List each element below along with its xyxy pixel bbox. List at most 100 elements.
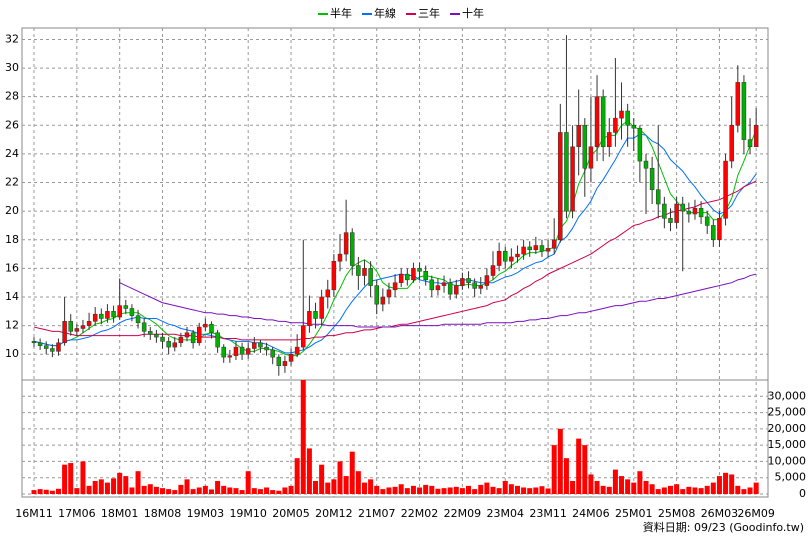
- candle-body: [582, 125, 588, 169]
- volume-bar: [368, 479, 374, 494]
- volume-bar: [661, 487, 667, 494]
- x-tick-label: 20M12: [315, 507, 353, 520]
- candle-body: [343, 232, 349, 255]
- footer: 資料日期: 09/23 (Goodinfo.tw): [643, 520, 804, 534]
- candle-body: [227, 355, 233, 358]
- candle-body: [423, 271, 428, 281]
- volume-bar: [459, 488, 465, 494]
- y-tick-label: 10,000: [768, 454, 807, 467]
- volume-bar: [551, 445, 557, 494]
- x-tick-label: 19M03: [187, 507, 225, 520]
- candle-body: [154, 333, 159, 338]
- candle-body: [56, 342, 61, 352]
- candle-body: [570, 146, 575, 212]
- candle-body: [178, 336, 184, 344]
- volume-bar: [704, 485, 710, 494]
- candle-body: [668, 218, 673, 223]
- candle-body: [239, 346, 245, 355]
- y-tick-label: 16: [5, 261, 19, 274]
- candle-body: [356, 265, 361, 276]
- volume-bar: [313, 480, 319, 494]
- volume-bar: [43, 489, 49, 494]
- candle-body: [631, 125, 637, 129]
- candle-body: [545, 248, 551, 252]
- volume-bar: [557, 428, 563, 494]
- candle-body: [203, 323, 208, 328]
- x-tick-label: 25M01: [615, 507, 653, 520]
- volume-bar: [294, 458, 300, 494]
- volume-bar: [570, 480, 576, 494]
- candle-body: [662, 203, 667, 219]
- volume-bar: [496, 488, 502, 494]
- x-tick-label: 24M06: [572, 507, 610, 520]
- candle-body: [135, 315, 141, 324]
- volume-bar: [86, 485, 92, 494]
- y-tick-label: 25,000: [768, 406, 807, 419]
- candle-body: [405, 273, 410, 281]
- y-tick-label: 18: [5, 233, 19, 246]
- volume-bar: [343, 476, 349, 494]
- y-tick-label: 26: [5, 118, 19, 131]
- candle-body: [92, 313, 98, 322]
- x-tick-label: 22M09: [444, 507, 482, 520]
- volume-bar: [349, 451, 355, 494]
- candle-body: [160, 336, 165, 342]
- volume-bar: [453, 486, 459, 494]
- candle-body: [288, 353, 294, 362]
- candle-body: [441, 282, 447, 286]
- candle-body: [349, 232, 355, 266]
- volume-bar: [723, 472, 729, 494]
- candle-body: [74, 328, 80, 332]
- y-tick-label: 15,000: [768, 438, 807, 451]
- candle-body: [454, 285, 459, 295]
- candle-body: [478, 285, 484, 289]
- volume-bar: [288, 485, 294, 494]
- volume-bar: [631, 482, 637, 494]
- volume-bar: [68, 463, 74, 494]
- y-tick-label: 32: [5, 32, 19, 45]
- volume-bar: [674, 484, 680, 494]
- x-tick-label: 22M02: [401, 507, 439, 520]
- x-tick-label: 19M10: [229, 507, 267, 520]
- legend-label: 十年: [462, 6, 484, 20]
- candle-body: [117, 305, 122, 318]
- candle-body: [643, 160, 649, 169]
- candle-body: [753, 125, 759, 148]
- candle-body: [521, 246, 526, 255]
- x-tick-label: 16M11: [15, 507, 53, 520]
- volume-bar: [49, 490, 55, 494]
- plot-frame: [21, 27, 769, 498]
- volume-bar: [741, 489, 747, 494]
- volume-bar: [190, 489, 196, 494]
- volume-bar: [386, 487, 392, 494]
- x-tick-label: 21M07: [358, 507, 396, 520]
- volume-bar: [680, 489, 686, 494]
- y-tick-label: 28: [5, 90, 19, 103]
- volume-bar: [576, 438, 582, 494]
- volume-bar: [484, 482, 490, 494]
- candle-body: [282, 361, 288, 366]
- candle-body: [129, 308, 135, 316]
- volume-bar: [716, 476, 722, 494]
- volume-bar: [545, 488, 551, 494]
- candle-body: [509, 256, 514, 262]
- candle-body: [215, 332, 220, 348]
- volume-bar: [80, 461, 86, 494]
- volume-bar: [404, 488, 410, 494]
- candle-body: [276, 356, 282, 366]
- candle-body: [294, 346, 300, 355]
- candle-body: [747, 139, 753, 148]
- candle-body: [50, 348, 55, 352]
- volume-bar: [184, 479, 190, 494]
- volume-bar: [582, 445, 588, 494]
- candle-body: [625, 110, 630, 126]
- candle-body: [551, 239, 557, 249]
- candle-body: [594, 96, 600, 148]
- candle-body: [209, 323, 214, 334]
- volume-bar: [55, 488, 61, 494]
- candle-body: [245, 348, 251, 355]
- candle-body: [576, 125, 581, 148]
- volume-bar: [533, 487, 539, 494]
- volume-bar: [508, 484, 514, 494]
- y-tick-label: 20: [5, 204, 19, 217]
